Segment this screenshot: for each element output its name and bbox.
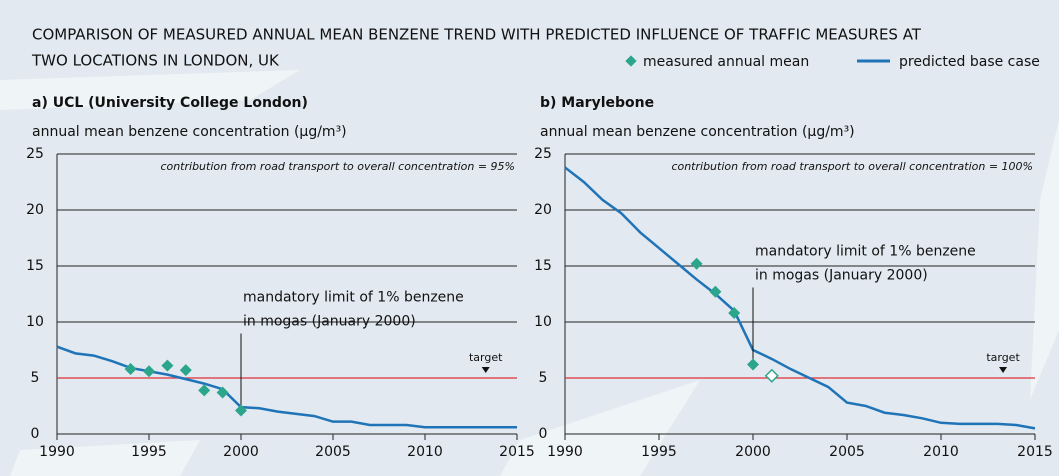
x-tick-label: 2015 (1017, 444, 1053, 460)
data-point (198, 384, 211, 397)
target-marker (999, 367, 1008, 373)
y-tick-label: 25 (26, 146, 44, 162)
data-point (764, 368, 779, 383)
y-tick-label: 20 (534, 202, 552, 218)
x-tick-label: 2010 (407, 444, 443, 460)
series-line (564, 166, 1036, 430)
data-point (216, 386, 229, 399)
y-tick-label: 15 (534, 258, 552, 274)
target-marker (481, 367, 490, 373)
y-axis-label: annual mean benzene concentration (μg/m³… (540, 124, 855, 140)
x-tick-label: 1990 (39, 444, 75, 460)
title-line: COMPARISON OF MEASURED ANNUAL MEAN BENZE… (32, 26, 922, 44)
legend-label: measured annual mean (643, 54, 809, 70)
data-point (747, 358, 759, 371)
target-label: target (986, 351, 1020, 364)
annotation: contribution from road transport to over… (160, 160, 515, 173)
pointer-text: mandatory limit of 1% benzene (755, 244, 976, 260)
data-point (143, 365, 155, 378)
pointer-text: mandatory limit of 1% benzene (243, 289, 464, 305)
y-tick-label: 20 (26, 202, 44, 218)
background-strokes (0, 70, 1059, 476)
x-tick-label: 1995 (131, 444, 167, 460)
y-tick-label: 5 (31, 370, 40, 386)
x-tick-label: 2000 (223, 444, 259, 460)
x-tick-label: 1990 (547, 444, 583, 460)
panel-title: a) UCL (University College London) (32, 95, 308, 111)
annotation: contribution from road transport to over… (671, 160, 1033, 173)
y-axis-label: annual mean benzene concentration (μg/m³… (32, 124, 347, 140)
x-tick-label: 1995 (641, 444, 677, 460)
y-tick-label: 25 (534, 146, 552, 162)
y-tick-label: 10 (26, 314, 44, 330)
panel-title: b) Marylebone (540, 95, 654, 111)
x-tick-label: 2010 (923, 444, 959, 460)
pointer-text: in mogas (January 2000) (755, 268, 928, 284)
data-point (709, 285, 722, 298)
x-tick-label: 2000 (735, 444, 771, 460)
data-point (690, 257, 703, 270)
y-tick-label: 0 (539, 426, 548, 442)
legend-label: predicted base case (899, 54, 1040, 70)
target-label: target (469, 351, 503, 364)
y-tick-label: 5 (539, 370, 548, 386)
data-point (235, 404, 247, 417)
y-tick-label: 10 (534, 314, 552, 330)
series-line (56, 345, 517, 429)
x-tick-label: 2005 (315, 444, 351, 460)
y-tick-label: 15 (26, 258, 44, 274)
x-tick-label: 2015 (499, 444, 535, 460)
y-tick-label: 0 (31, 426, 40, 442)
data-point (161, 359, 174, 372)
data-point (179, 364, 192, 377)
data-point (124, 363, 137, 376)
data-point (728, 307, 741, 320)
pointer-text: in mogas (January 2000) (243, 313, 416, 329)
legend-marker (625, 55, 637, 67)
x-tick-label: 2005 (829, 444, 865, 460)
legend: measured annual mean predicted base case (625, 54, 1040, 70)
title-line: TWO LOCATIONS IN LONDON, UK (31, 52, 280, 70)
